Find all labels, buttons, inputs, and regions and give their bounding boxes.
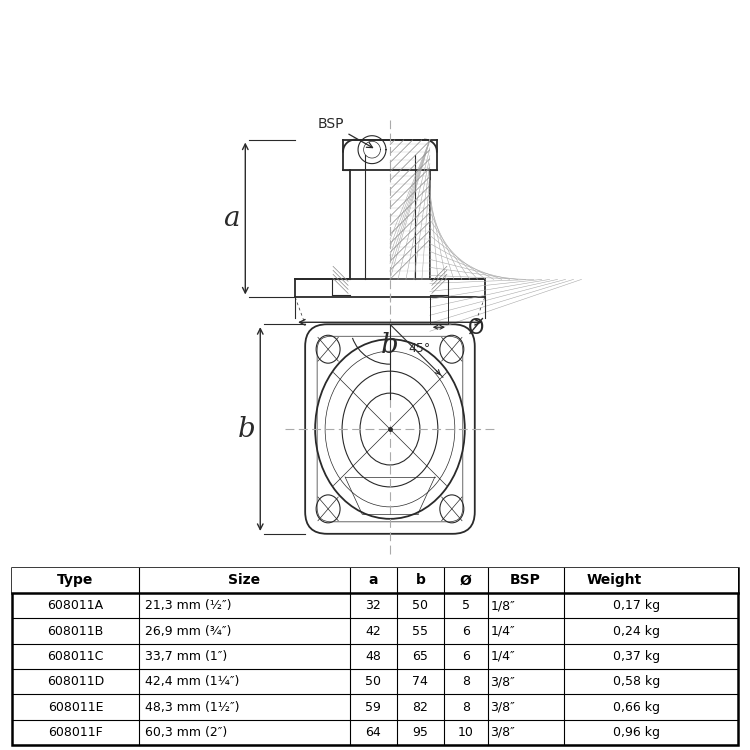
Text: 6: 6 <box>462 625 470 638</box>
Text: 55: 55 <box>413 625 428 638</box>
Text: 1/4″: 1/4″ <box>490 650 515 663</box>
Text: a: a <box>368 574 378 587</box>
Text: 48: 48 <box>365 650 381 663</box>
Text: 608011C: 608011C <box>47 650 104 663</box>
Text: 0,24 kg: 0,24 kg <box>614 625 661 638</box>
Text: Weight: Weight <box>587 574 642 587</box>
Text: 3/8″: 3/8″ <box>490 675 515 688</box>
Text: 45°: 45° <box>408 342 430 355</box>
Text: 50: 50 <box>413 599 428 612</box>
Text: 0,96 kg: 0,96 kg <box>614 726 661 739</box>
Text: Ø: Ø <box>468 317 484 338</box>
Text: 0,37 kg: 0,37 kg <box>614 650 661 663</box>
Text: 608011A: 608011A <box>47 599 104 612</box>
Text: 65: 65 <box>413 650 428 663</box>
Text: Ø: Ø <box>460 574 472 587</box>
Text: 26,9 mm (¾″): 26,9 mm (¾″) <box>145 625 232 638</box>
Text: 3/8″: 3/8″ <box>490 726 515 739</box>
Text: 0,66 kg: 0,66 kg <box>614 700 661 713</box>
Text: 32: 32 <box>365 599 381 612</box>
Text: 74: 74 <box>413 675 428 688</box>
Text: 64: 64 <box>365 726 381 739</box>
Text: 42: 42 <box>365 625 381 638</box>
Text: 6: 6 <box>462 650 470 663</box>
Text: 608011B: 608011B <box>47 625 104 638</box>
Text: 0,17 kg: 0,17 kg <box>614 599 661 612</box>
Text: b: b <box>416 574 425 587</box>
Bar <box>12 568 738 593</box>
Text: 33,7 mm (1″): 33,7 mm (1″) <box>145 650 227 663</box>
Text: BSP: BSP <box>510 574 541 587</box>
Text: 5: 5 <box>462 599 470 612</box>
Text: 10: 10 <box>458 726 474 739</box>
Text: 608011E: 608011E <box>48 700 104 713</box>
Text: 21,3 mm (½″): 21,3 mm (½″) <box>145 599 232 612</box>
Text: 0,58 kg: 0,58 kg <box>614 675 661 688</box>
Text: b: b <box>381 332 399 359</box>
Text: 608011F: 608011F <box>48 726 103 739</box>
Text: 60,3 mm (2″): 60,3 mm (2″) <box>145 726 227 739</box>
Text: 1/8″: 1/8″ <box>490 599 515 612</box>
Text: 59: 59 <box>365 700 381 713</box>
Text: Size: Size <box>228 574 260 587</box>
Text: 608011D: 608011D <box>47 675 104 688</box>
Text: 3/8″: 3/8″ <box>490 700 515 713</box>
Text: a: a <box>223 205 239 232</box>
Text: 8: 8 <box>462 700 470 713</box>
Text: 1/4″: 1/4″ <box>490 625 515 638</box>
Text: 42,4 mm (1¼″): 42,4 mm (1¼″) <box>145 675 239 688</box>
Text: 82: 82 <box>413 700 428 713</box>
Text: 50: 50 <box>365 675 381 688</box>
Text: BSP: BSP <box>317 117 373 148</box>
Text: Type: Type <box>57 574 94 587</box>
Text: b: b <box>238 416 255 442</box>
Text: 8: 8 <box>462 675 470 688</box>
Text: 48,3 mm (1½″): 48,3 mm (1½″) <box>145 700 239 713</box>
Text: 95: 95 <box>413 726 428 739</box>
